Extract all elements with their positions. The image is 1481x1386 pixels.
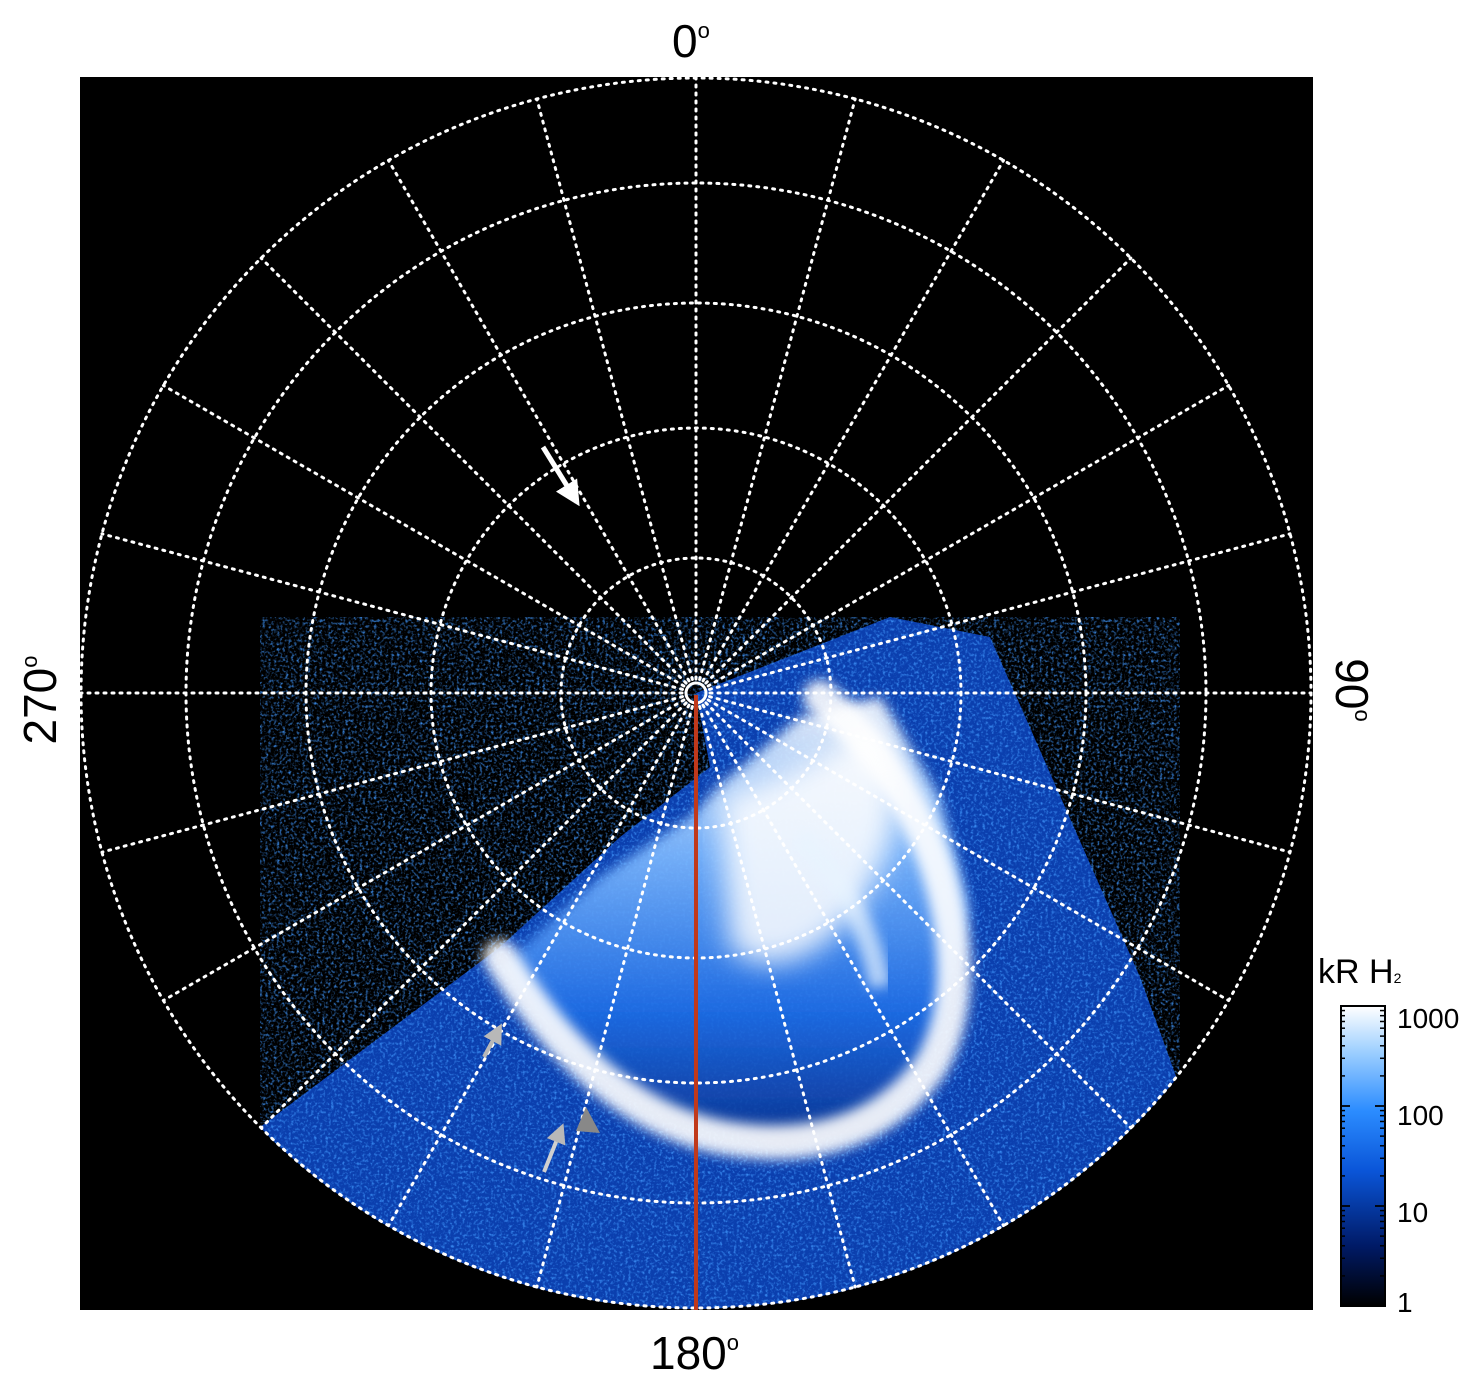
colorbar-tick-label: 1000 [1397,1003,1460,1034]
longitude-label-90: 90o [1326,658,1378,722]
longitude-label-180: 180o [650,1327,739,1379]
colorbar [1340,1005,1386,1307]
colorbar-gradient [1340,1005,1386,1307]
longitude-label-270: 270o [14,655,66,745]
arrow-dark-gray [576,1107,600,1133]
colorbar-tick-label: 10 [1397,1197,1429,1228]
colorbar-tick-label: 1 [1397,1287,1413,1318]
arrow-gray-lower [542,1123,566,1173]
arrow-gray-upper [482,1023,502,1058]
polar-grid [80,77,1313,1310]
polar-aurora-image [80,77,1313,1310]
polar-emission-streak [792,829,891,989]
longitude-label-0: 0o [672,15,710,67]
arrow-white [540,445,580,507]
colorbar-ticks [1341,1005,1385,1307]
colorbar-title: kR H2 [1318,953,1402,991]
colorbar-tick-label: 100 [1397,1100,1444,1131]
